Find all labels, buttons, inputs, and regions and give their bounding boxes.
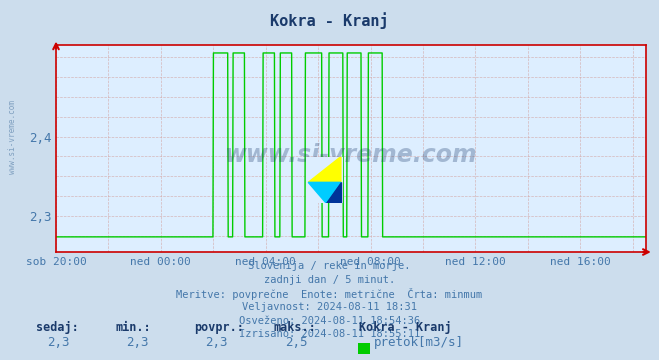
Text: 2,3: 2,3 — [47, 336, 70, 349]
Text: Osveženo: 2024-08-11 18:54:36: Osveženo: 2024-08-11 18:54:36 — [239, 316, 420, 326]
Text: 2,3: 2,3 — [206, 336, 228, 349]
Text: zadnji dan / 5 minut.: zadnji dan / 5 minut. — [264, 275, 395, 285]
Text: www.si-vreme.com: www.si-vreme.com — [8, 100, 17, 174]
Text: 2,5: 2,5 — [285, 336, 307, 349]
Text: Kokra - Kranj: Kokra - Kranj — [359, 321, 452, 334]
Text: Kokra - Kranj: Kokra - Kranj — [270, 13, 389, 30]
Polygon shape — [308, 182, 341, 203]
Text: www.si-vreme.com: www.si-vreme.com — [225, 143, 477, 167]
Text: povpr.:: povpr.: — [194, 321, 244, 334]
Text: Slovenija / reke in morje.: Slovenija / reke in morje. — [248, 261, 411, 271]
Text: 2,3: 2,3 — [127, 336, 149, 349]
Polygon shape — [308, 157, 341, 182]
Text: maks.:: maks.: — [273, 321, 316, 334]
Text: sedaj:: sedaj: — [36, 321, 79, 334]
Text: min.:: min.: — [115, 321, 151, 334]
Polygon shape — [326, 182, 341, 203]
Text: Meritve: povprečne  Enote: metrične  Črta: minmum: Meritve: povprečne Enote: metrične Črta:… — [177, 288, 482, 300]
Text: pretok[m3/s]: pretok[m3/s] — [374, 336, 465, 349]
Text: Veljavnost: 2024-08-11 18:31: Veljavnost: 2024-08-11 18:31 — [242, 302, 417, 312]
Text: Izrisano: 2024-08-11 18:55:11: Izrisano: 2024-08-11 18:55:11 — [239, 329, 420, 339]
